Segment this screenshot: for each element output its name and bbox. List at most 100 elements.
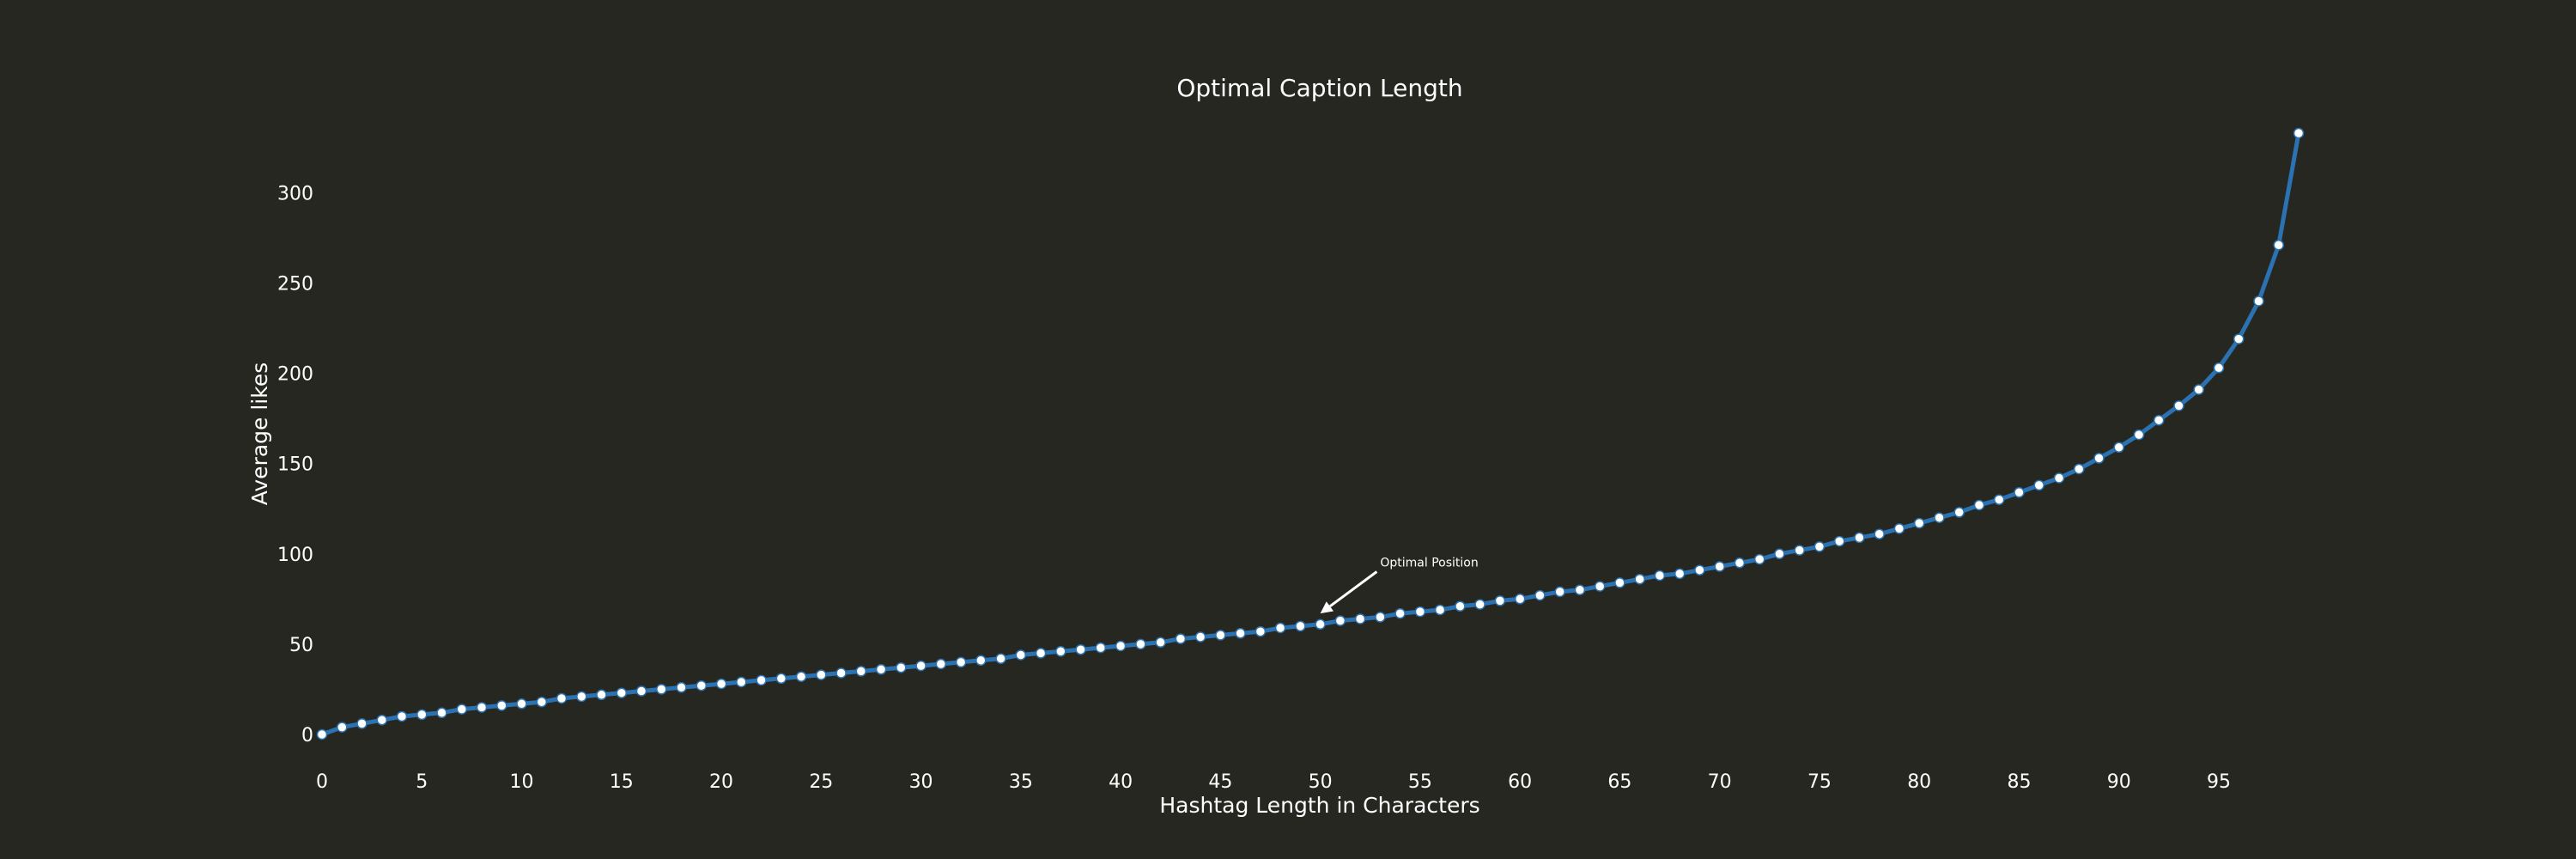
x-tick-label: 15 — [610, 771, 634, 793]
x-tick-label: 70 — [1708, 771, 1732, 793]
annotation-layer: Optimal Position — [1320, 557, 1479, 614]
data-point — [1674, 568, 1686, 580]
data-point — [1055, 646, 1066, 657]
data-point — [1215, 630, 1226, 641]
data-point — [1274, 622, 1286, 634]
chart-title: Optimal Caption Length — [1176, 74, 1462, 102]
data-point — [1774, 548, 1785, 560]
data-point — [416, 709, 428, 721]
data-point — [516, 698, 527, 710]
x-tick-label: 40 — [1109, 771, 1133, 793]
x-tick-label: 75 — [1807, 771, 1832, 793]
data-point — [1095, 642, 1107, 654]
x-tick-label: 60 — [1508, 771, 1532, 793]
x-tick-label: 65 — [1607, 771, 1631, 793]
x-tick-label: 5 — [416, 771, 428, 793]
data-point — [1614, 577, 1625, 588]
data-point — [2293, 127, 2305, 139]
x-tick-label: 20 — [709, 771, 733, 793]
data-point — [1255, 625, 1267, 637]
data-point — [855, 666, 867, 677]
x-tick-label: 80 — [1907, 771, 1931, 793]
x-tick-label: 0 — [316, 771, 328, 793]
data-point — [1953, 507, 1965, 518]
data-point — [1993, 494, 2005, 505]
data-point — [496, 700, 507, 711]
x-tick-label: 30 — [909, 771, 933, 793]
data-point — [635, 685, 647, 697]
x-tick-label: 85 — [2007, 771, 2031, 793]
data-point — [2273, 240, 2284, 251]
x-tick-labels: 0 5 10 15 20 25 30 35 40 45 50 55 60 65 70 75 80 85 90 95 — [316, 771, 2231, 793]
data-point — [935, 658, 947, 670]
data-point — [2133, 429, 2145, 441]
series-line — [319, 131, 2301, 737]
y-tick-label: 0 — [301, 725, 313, 746]
data-point — [1295, 620, 1306, 632]
x-tick-label: 55 — [1408, 771, 1432, 793]
data-point — [2053, 472, 2065, 484]
data-point — [1934, 512, 1945, 523]
y-tick-label: 300 — [277, 183, 313, 204]
data-point — [995, 653, 1006, 664]
data-point — [2073, 463, 2085, 475]
data-point — [337, 722, 348, 733]
data-point — [1634, 573, 1645, 585]
data-point — [2253, 295, 2264, 307]
annotation-label: Optimal Position — [1380, 557, 1478, 570]
data-point — [795, 671, 807, 682]
x-tick-label: 45 — [1208, 771, 1232, 793]
y-tick-labels: 0 50 100 150 200 250 300 — [277, 183, 313, 746]
x-axis-label: Hashtag Length in Characters — [1159, 793, 1479, 818]
data-point — [396, 710, 408, 722]
data-point — [775, 673, 787, 685]
data-point — [1075, 643, 1086, 655]
data-point — [835, 667, 847, 679]
data-point — [2213, 362, 2225, 374]
data-point — [2233, 333, 2245, 344]
data-point — [915, 660, 927, 672]
data-point — [1375, 612, 1386, 623]
data-point — [756, 674, 767, 686]
y-tick-label: 200 — [277, 364, 313, 386]
data-point — [1514, 594, 1526, 605]
data-point — [1315, 618, 1326, 631]
data-point — [875, 664, 887, 675]
data-point — [1594, 581, 1606, 592]
x-tick-label: 35 — [1009, 771, 1033, 793]
data-point — [656, 684, 667, 695]
data-point — [1494, 595, 1506, 606]
data-point — [816, 669, 827, 680]
data-point — [536, 696, 548, 708]
data-point — [1334, 615, 1346, 626]
x-tick-label: 25 — [809, 771, 833, 793]
data-point — [1973, 499, 1985, 511]
data-point — [676, 682, 687, 693]
data-point — [2193, 384, 2204, 395]
data-point — [1734, 557, 1746, 569]
y-axis-label: Average likes — [247, 362, 272, 506]
data-point — [316, 728, 328, 740]
y-tick-label: 50 — [289, 635, 313, 656]
data-point — [1874, 528, 1885, 539]
data-point — [1115, 640, 1127, 652]
data-point — [576, 691, 587, 703]
data-point — [1913, 517, 1925, 529]
y-tick-label: 100 — [277, 545, 313, 566]
data-point — [1554, 586, 1565, 598]
data-point — [1414, 606, 1426, 618]
data-point — [1753, 553, 1765, 565]
data-point — [2033, 479, 2044, 491]
data-point — [1235, 628, 1246, 639]
data-point — [896, 661, 907, 673]
annotation-arrow — [1328, 570, 1378, 608]
data-point — [1434, 604, 1446, 616]
data-point — [1155, 637, 1166, 649]
x-tick-label: 95 — [2207, 771, 2231, 793]
data-point — [2093, 453, 2105, 464]
data-point — [1854, 532, 1865, 544]
data-point — [955, 656, 967, 668]
data-point — [1714, 561, 1725, 572]
annotation-arrowhead — [1320, 601, 1334, 614]
